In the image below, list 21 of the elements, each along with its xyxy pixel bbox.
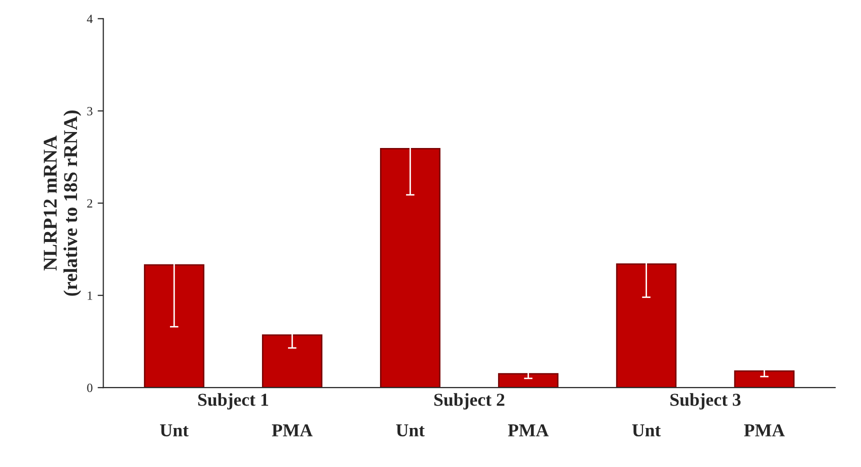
y-tick-label: 3	[87, 106, 92, 116]
text: Subject 1	[198, 393, 268, 410]
bar	[144, 264, 204, 388]
x-tick-label: PMA	[744, 424, 785, 436]
bar	[380, 148, 440, 388]
y-tick-label: 2	[87, 199, 92, 208]
text: Subject 3	[670, 393, 741, 410]
bar	[498, 373, 558, 388]
x-tick-label: PMA	[508, 424, 549, 436]
y-tick-label: 0	[87, 384, 92, 392]
bar	[262, 334, 322, 388]
text: Subject 2	[434, 393, 504, 410]
x-tick-label: Unt	[396, 424, 425, 436]
y-axis-title: NLRP12 mRNA (relative to 18S rRNA)	[44, 110, 82, 296]
y-tick-label: 4	[86, 14, 93, 24]
bar	[734, 370, 795, 388]
x-tick-label: Unt	[160, 424, 189, 436]
x-tick-label: PMA	[272, 424, 313, 436]
y-tick-label: 1	[88, 291, 92, 300]
bar	[616, 263, 677, 388]
x-tick-label: Unt	[632, 424, 661, 436]
